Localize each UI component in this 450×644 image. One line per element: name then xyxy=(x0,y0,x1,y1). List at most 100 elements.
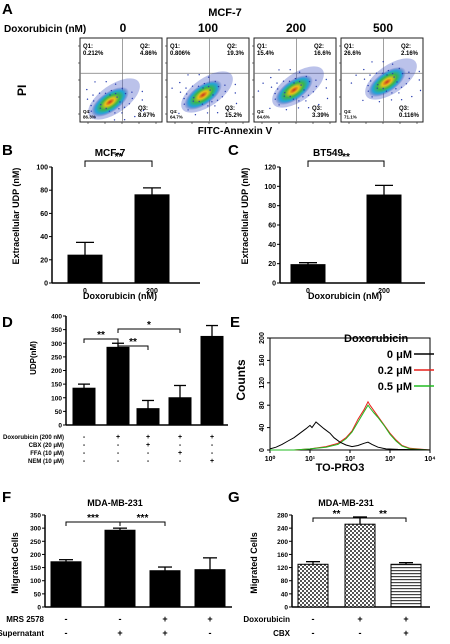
panel-c-xlabel: Doxorubicin (nM) xyxy=(308,291,382,301)
y-tick-label: 250 xyxy=(30,539,41,546)
y-tick-label: 100 xyxy=(51,395,62,402)
panel-f: F MDA-MB-231 Migrated Cells 0 50 100 150 200… xyxy=(0,489,232,638)
panel-e-legend-title: Doxorubicin xyxy=(344,333,408,345)
flow-plot: Q1: 0.212% Q2: 4.86% Q3: 8.67% Q4: 86.3% xyxy=(78,37,163,124)
quadrant-label-q1: Q1: 26.6% xyxy=(344,44,362,57)
significance-label: ** xyxy=(333,509,341,520)
event-dot xyxy=(179,81,181,84)
y-tick-label: 80 xyxy=(40,188,48,195)
significance-label: ** xyxy=(342,152,350,163)
treatment-row-label: CBX (20 μM) xyxy=(29,443,64,449)
event-dot xyxy=(187,74,189,76)
panel-b-xlabel: Doxorubicin (nM) xyxy=(83,291,157,301)
quadrant-label-q3: Q3: 8.67% xyxy=(138,106,156,119)
y-tick-label: 0 xyxy=(284,605,288,612)
y-tick-label: 120 xyxy=(277,565,288,572)
y-tick-label: 80 xyxy=(268,203,276,210)
event-dot xyxy=(116,96,118,98)
panel-e: E Counts TO-PRO3 Doxorubicin 0 40 80 120 160… xyxy=(230,314,436,474)
quadrant-label-q3: Q3: 15.2% xyxy=(225,106,243,119)
y-tick-label: 0 xyxy=(272,281,276,288)
event-dot xyxy=(387,69,390,72)
bar xyxy=(366,194,402,284)
event-dot xyxy=(207,76,210,78)
panel-c-ylabel: Extracellular UDP (nM) xyxy=(240,168,250,265)
bar xyxy=(168,397,192,426)
x-tick-label: 200 xyxy=(378,288,390,295)
x-tick-label: 10³ xyxy=(385,456,396,463)
event-dot xyxy=(86,88,88,91)
quadrant-label-q1: Q1: 15.4% xyxy=(257,44,275,57)
event-dot xyxy=(325,78,327,81)
event-dot xyxy=(105,81,107,83)
event-dot xyxy=(224,84,226,86)
event-dot xyxy=(292,98,295,100)
treatment-sign: + xyxy=(207,614,212,624)
y-tick-label: 300 xyxy=(30,526,41,533)
y-tick-label: 40 xyxy=(268,242,276,249)
y-tick-label: 40 xyxy=(40,234,48,241)
event-dot xyxy=(371,96,373,98)
event-dot xyxy=(94,116,96,118)
event-dot xyxy=(124,92,127,95)
y-tick-label: 0 xyxy=(259,448,266,452)
event-dot xyxy=(408,71,410,73)
y-tick-label: 120 xyxy=(264,165,276,172)
event-dot xyxy=(171,87,173,89)
panel-g-title: MDA-MB-231 xyxy=(318,498,374,508)
event-dot xyxy=(191,85,194,87)
event-dot xyxy=(216,99,219,102)
event-dot xyxy=(121,112,123,114)
event-dot xyxy=(197,85,200,88)
event-dot xyxy=(270,86,273,88)
event-dot xyxy=(141,99,143,101)
event-dot xyxy=(217,85,220,88)
event-dot xyxy=(121,87,124,90)
treatment-sign: - xyxy=(312,614,315,624)
event-dot xyxy=(418,70,420,73)
treatment-sign: - xyxy=(117,450,120,457)
significance-label: ** xyxy=(97,330,105,341)
bar xyxy=(72,387,96,426)
panel-a-ylabel: PI xyxy=(15,85,29,96)
treatment-sign: + xyxy=(146,434,150,441)
y-tick-label: 40 xyxy=(259,424,266,432)
legend-entry-label: 0 μM xyxy=(387,349,412,361)
panel-g: G MDA-MB-231 Migrated Cells 0 40 80 120 160 2… xyxy=(228,489,430,638)
panel-a-letter: A xyxy=(2,1,13,18)
event-dot xyxy=(277,88,279,90)
y-tick-label: 200 xyxy=(259,332,266,344)
histogram-curve-0uM xyxy=(269,421,431,451)
event-dot xyxy=(363,68,365,71)
treatment-sign: - xyxy=(359,628,362,638)
x-tick-label: 10⁰ xyxy=(265,455,276,463)
panel-a-xlabel: FITC-Annexin V xyxy=(198,126,273,137)
event-dot xyxy=(207,85,210,88)
event-dot xyxy=(234,92,236,94)
event-dot xyxy=(193,97,195,99)
event-dot xyxy=(318,103,320,106)
event-dot xyxy=(398,92,400,94)
event-dot xyxy=(114,83,117,85)
event-dot xyxy=(363,78,366,80)
y-tick-label: 0 xyxy=(44,281,48,288)
treatment-sign: + xyxy=(210,434,214,441)
treatment-sign: - xyxy=(211,442,214,449)
x-tick-label: 10² xyxy=(345,456,356,463)
quadrant-label-q4: Q4: 86.3% xyxy=(83,109,96,120)
panel-b: B MCF-7 Extracellular UDP (nM) Doxorubic… xyxy=(2,142,200,301)
panel-d: D UDP(nM) 050100150200250300350400*****D… xyxy=(2,314,228,465)
event-dot xyxy=(369,74,371,76)
treatment-sign: - xyxy=(312,628,315,638)
quadrant-label-q1: Q1: 0.212% xyxy=(83,44,104,57)
treatment-sign: + xyxy=(178,434,182,441)
event-dot xyxy=(123,119,126,121)
event-dot xyxy=(298,100,300,102)
event-dot xyxy=(305,100,307,102)
event-dot xyxy=(326,97,329,100)
event-dot xyxy=(350,82,353,84)
y-tick-label: 40 xyxy=(281,591,289,598)
histogram-curve-0.5uM xyxy=(270,404,431,451)
event-dot xyxy=(382,61,384,63)
panel-d-letter: D xyxy=(2,314,13,331)
